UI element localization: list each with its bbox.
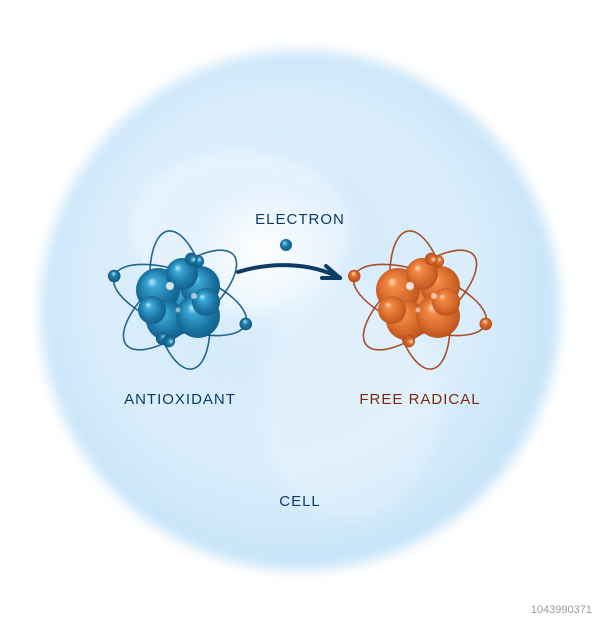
label-antioxidant: ANTIOXIDANT bbox=[124, 391, 236, 408]
free-radical-nucleus bbox=[376, 258, 460, 340]
label-cell: CELL bbox=[279, 493, 321, 510]
label-free-radical: FREE RADICAL bbox=[359, 391, 480, 408]
image-id: 1043990371 bbox=[531, 604, 592, 616]
diagram-svg bbox=[0, 0, 600, 620]
diagram-stage: ELECTRON ANTIOXIDANT FREE RADICAL CELL 1… bbox=[0, 0, 600, 620]
donated-electron bbox=[280, 239, 292, 251]
antioxidant-nucleus bbox=[136, 258, 220, 340]
label-electron: ELECTRON bbox=[255, 211, 345, 228]
